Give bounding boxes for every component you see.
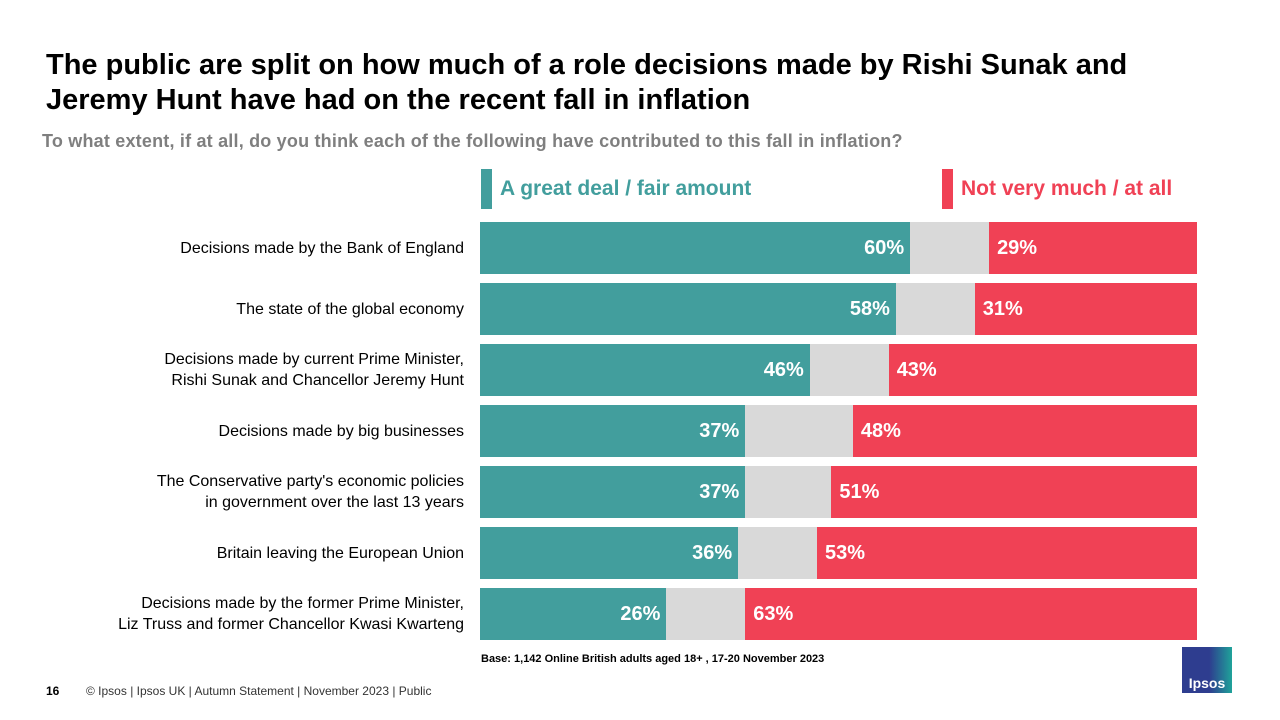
ipsos-logo: Ipsos bbox=[1182, 647, 1232, 693]
category-label: Decisions made by big businesses bbox=[218, 422, 464, 440]
category-label: The state of the global economy bbox=[236, 300, 464, 318]
bar-agree bbox=[480, 405, 746, 457]
bar-neutral bbox=[738, 527, 817, 579]
bar-disagree bbox=[745, 588, 1197, 640]
bar-agree bbox=[480, 283, 896, 335]
value-label-agree: 58% bbox=[849, 298, 890, 320]
bar-agree bbox=[480, 588, 667, 640]
bar-disagree bbox=[852, 405, 1197, 457]
value-label-disagree: 51% bbox=[839, 481, 880, 503]
value-label-disagree: 53% bbox=[824, 542, 866, 564]
value-label-agree: 37% bbox=[699, 481, 740, 503]
bar-disagree bbox=[974, 283, 1197, 335]
bar-agree bbox=[480, 222, 911, 274]
category-label: Decisions made by current Prime Minister… bbox=[164, 351, 464, 389]
bar-neutral bbox=[809, 344, 889, 396]
value-label-agree: 60% bbox=[864, 237, 905, 259]
bar-agree bbox=[480, 466, 746, 518]
base-note: Base: 1,142 Online British adults aged 1… bbox=[481, 653, 825, 665]
category-label: The Conservative party's economic polici… bbox=[156, 473, 464, 511]
page-title: The public are split on how much of a ro… bbox=[46, 49, 1128, 116]
legend-swatch-disagree bbox=[942, 169, 953, 209]
page-number: 16 bbox=[46, 684, 60, 698]
value-label-disagree: 29% bbox=[997, 237, 1038, 259]
legend-swatch-agree bbox=[481, 169, 492, 209]
legend-disagree: Not very much / at all bbox=[942, 169, 1172, 209]
legend-label-agree: A great deal / fair amount bbox=[500, 177, 752, 200]
legend-agree: A great deal / fair amount bbox=[481, 169, 751, 209]
value-label-agree: 26% bbox=[620, 603, 661, 625]
value-label-disagree: 63% bbox=[753, 603, 794, 625]
bar-neutral bbox=[895, 283, 975, 335]
value-label-disagree: 43% bbox=[896, 359, 937, 381]
category-label: Decisions made by the Bank of England bbox=[180, 239, 464, 257]
bar-agree bbox=[480, 344, 810, 396]
bar-neutral bbox=[745, 466, 832, 518]
bar-neutral bbox=[910, 222, 990, 274]
footer-text: © Ipsos | Ipsos UK | Autumn Statement | … bbox=[86, 684, 432, 698]
question-subtitle: To what extent, if at all, do you think … bbox=[42, 131, 903, 151]
bar-disagree bbox=[888, 344, 1197, 396]
value-label-disagree: 48% bbox=[860, 420, 901, 442]
value-label-disagree: 31% bbox=[982, 298, 1023, 320]
value-label-agree: 37% bbox=[699, 420, 740, 442]
category-label: Decisions made by the former Prime Minis… bbox=[118, 595, 464, 633]
value-label-agree: 36% bbox=[692, 542, 733, 564]
bar-disagree bbox=[989, 222, 1197, 274]
bar-neutral bbox=[745, 405, 853, 457]
value-label-agree: 46% bbox=[763, 359, 804, 381]
bar-disagree bbox=[816, 527, 1197, 579]
bar-agree bbox=[480, 527, 739, 579]
legend-label-disagree: Not very much / at all bbox=[961, 177, 1173, 200]
bar-neutral bbox=[666, 588, 746, 640]
category-label: Britain leaving the European Union bbox=[216, 544, 464, 562]
bar-disagree bbox=[831, 466, 1197, 518]
